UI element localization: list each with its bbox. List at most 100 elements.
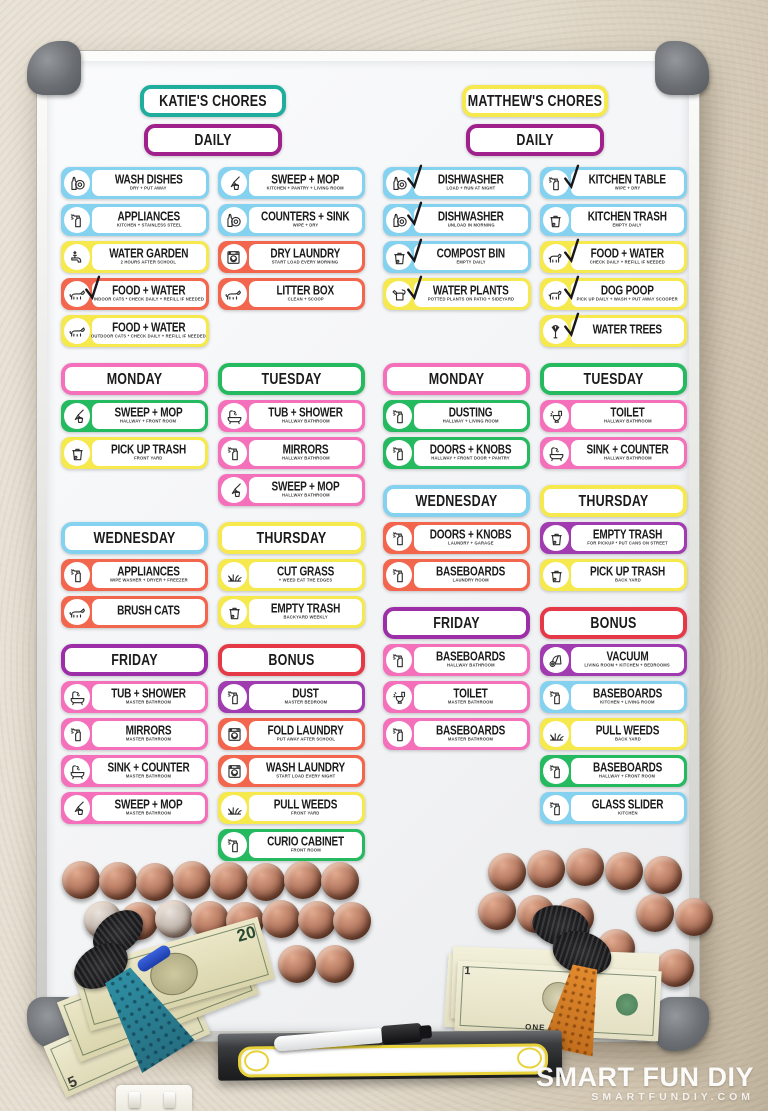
- day-header-magnet-monday[interactable]: MONDAY: [61, 363, 208, 395]
- chore-magnet-litter-box[interactable]: LITTER BOX CLEAN + SCOOP: [217, 278, 365, 310]
- chore-magnet-compost-bin[interactable]: COMPOST BIN EMPTY DAILY: [383, 238, 531, 273]
- penny-magnet[interactable]: [297, 901, 336, 939]
- chore-magnet-baseboards[interactable]: BASEBOARDS HALLWAY BATHROOM: [383, 644, 530, 676]
- chore-magnet-doors-knobs[interactable]: DOORS + KNOBS LAUNDRY + GARAGE: [383, 522, 530, 554]
- chore-magnet-baseboards[interactable]: BASEBOARDS MASTER BATHROOM: [383, 718, 530, 750]
- chore-magnet-empty-trash[interactable]: EMPTY TRASH FOR PICKUP * PUT CANS ON STRE…: [540, 522, 687, 554]
- week-row: WEDNESDAY DOORS + KNOBS LAUNDRY + GARAGE BA…: [383, 485, 687, 591]
- chore-magnet-mirrors[interactable]: MIRRORS HALLWAY BATHROOM: [218, 437, 365, 469]
- broom-icon: [220, 170, 247, 196]
- chore-magnet-water-trees[interactable]: WATER TREES: [539, 312, 687, 347]
- penny-magnet[interactable]: [644, 856, 682, 894]
- penny-magnet[interactable]: [321, 862, 359, 900]
- chore-magnet-appliances[interactable]: APPLIANCES WIPE WASHER + DRYER + FREEZER: [61, 559, 208, 591]
- day-header-magnet-tuesday[interactable]: TUESDAY: [540, 363, 687, 395]
- chore-magnet-counters-sink[interactable]: COUNTERS + SINK WIPE + DRY: [217, 204, 365, 236]
- penny-magnet[interactable]: [155, 900, 194, 938]
- chore-magnet-food-water[interactable]: FOOD + WATER CHECK DAILY + REFILL IF NEED…: [539, 238, 687, 273]
- spray-icon: [221, 684, 247, 710]
- can-icon: [386, 281, 412, 307]
- chore-magnet-sink-counter[interactable]: SINK + COUNTER HALLWAY BATHROOM: [540, 437, 687, 469]
- light-switch-toggle[interactable]: [129, 1092, 140, 1108]
- penny-magnet[interactable]: [656, 949, 694, 987]
- chore-magnet-toilet[interactable]: TOILET MASTER BATHROOM: [383, 681, 530, 713]
- chore-magnet-food-water[interactable]: FOOD + WATER OUTDOOR CATS * CHECK DAILY +…: [61, 315, 209, 347]
- chore-magnet-kitchen-trash[interactable]: KITCHEN TRASH EMPTY DAILY: [539, 204, 687, 236]
- day-header-magnet-wednesday[interactable]: WEDNESDAY: [61, 522, 208, 554]
- chore-magnet-baseboards[interactable]: BASEBOARDS LAUNDRY ROOM: [383, 559, 530, 591]
- day-header-magnet-friday[interactable]: FRIDAY: [383, 607, 530, 639]
- penny-magnet[interactable]: [247, 863, 285, 901]
- chore-magnet-empty-trash[interactable]: EMPTY TRASH BACKYARD WEEKLY: [218, 596, 365, 628]
- penny-magnet[interactable]: [478, 892, 516, 930]
- day-header-magnet-thursday[interactable]: THURSDAY: [218, 522, 365, 554]
- chore-magnet-food-water[interactable]: FOOD + WATER INDOOR CATS * CHECK DAILY + …: [61, 275, 209, 310]
- penny-magnet[interactable]: [566, 848, 604, 886]
- chore-magnet-tub-shower[interactable]: TUB + SHOWER MASTER BATHROOM: [61, 681, 208, 713]
- chore-magnet-toilet[interactable]: TOILET HALLWAY BATHROOM: [540, 400, 687, 432]
- chore-magnet-pick-up-trash[interactable]: PICK UP TRASH FRONT YARD: [61, 437, 208, 469]
- penny-magnet[interactable]: [262, 900, 300, 938]
- penny-magnet[interactable]: [210, 862, 248, 900]
- penny-magnet[interactable]: [636, 894, 674, 932]
- chore-magnet-doors-knobs[interactable]: DOORS + KNOBS HALLWAY + FRONT DOOR + PANT…: [383, 437, 530, 469]
- chore-magnet-sweep-mop[interactable]: SWEEP + MOP HALLWAY + FRONT ROOM: [61, 400, 208, 432]
- penny-magnet[interactable]: [316, 945, 354, 983]
- title-magnet-matthew[interactable]: MATTHEW'S CHORES: [462, 85, 608, 117]
- chore-magnet-appliances[interactable]: APPLIANCES KITCHEN + STAINLESS STEEL: [61, 204, 209, 236]
- chore-magnet-cut-grass[interactable]: CUT GRASS + WEED EAT THE EDGES: [218, 559, 365, 591]
- day-header-magnet-bonus[interactable]: BONUS: [218, 644, 365, 676]
- chore-magnet-water-garden[interactable]: WATER GARDEN 2 HOURS AFTER SCHOOL: [61, 241, 209, 273]
- penny-magnet[interactable]: [99, 862, 137, 900]
- chore-magnet-sweep-mop[interactable]: SWEEP + MOP KITCHEN + PANTRY + LIVING ROO…: [217, 167, 365, 199]
- chore-magnet-dog-poop[interactable]: DOG POOP PICK UP DAILY + WASH + PUT AWAY …: [539, 275, 687, 310]
- chore-magnet-kitchen-table[interactable]: KITCHEN TABLE WIPE + DRY: [539, 164, 687, 199]
- penny-magnet[interactable]: [527, 850, 565, 888]
- chore-magnet-tub-shower[interactable]: TUB + SHOWER HALLWAY BATHROOM: [218, 400, 365, 432]
- day-header-magnet-monday[interactable]: MONDAY: [383, 363, 530, 395]
- daily-header-magnet[interactable]: DAILY: [466, 124, 604, 156]
- chore-magnet-dishwasher[interactable]: DISHWASHER LOAD + RUN AT NIGHT: [383, 164, 531, 199]
- chore-magnet-dry-laundry[interactable]: DRY LAUNDRY START LOAD EVERY MORNING: [217, 241, 365, 273]
- chore-magnet-curio-cabinet[interactable]: CURIO CABINET FRONT ROOM: [218, 829, 365, 861]
- penny-magnet[interactable]: [173, 861, 211, 899]
- chore-magnet-pull-weeds[interactable]: PULL WEEDS BACK YARD: [540, 718, 687, 750]
- day-header-magnet-friday[interactable]: FRIDAY: [61, 644, 208, 676]
- chore-magnet-pick-up-trash[interactable]: PICK UP TRASH BACK YARD: [540, 559, 687, 591]
- penny-magnet[interactable]: [605, 852, 643, 890]
- penny-magnet[interactable]: [62, 861, 100, 899]
- daily-header-magnet[interactable]: DAILY: [144, 124, 282, 156]
- chore-magnet-sweep-mop[interactable]: SWEEP + MOP HALLWAY BATHROOM: [218, 474, 365, 506]
- chore-magnet-water-plants[interactable]: WATER PLANTS POTTED PLANTS ON PATIO + SID…: [383, 275, 531, 310]
- day-header-magnet-tuesday[interactable]: TUESDAY: [218, 363, 365, 395]
- chore-magnet-fold-laundry[interactable]: FOLD LAUNDRY PUT AWAY AFTER SCHOOL: [218, 718, 365, 750]
- spray-icon: [543, 758, 569, 784]
- penny-magnet[interactable]: [136, 863, 174, 901]
- chore-magnet-sweep-mop[interactable]: SWEEP + MOP MASTER BATHROOM: [61, 792, 208, 824]
- chore-magnet-baseboards[interactable]: BASEBOARDS HALLWAY + FRONT ROOM: [540, 755, 687, 787]
- penny-magnet[interactable]: [675, 898, 713, 936]
- chore-magnet-dusting[interactable]: DUSTING HALLWAY + LIVING ROOM: [383, 400, 530, 432]
- penny-magnet[interactable]: [278, 945, 316, 983]
- chore-magnet-sink-counter[interactable]: SINK + COUNTER MASTER BATHROOM: [61, 755, 208, 787]
- chore-magnet-dishwasher[interactable]: DISHWASHER UNLOAD IN MORNING: [383, 201, 531, 236]
- chore-magnet-baseboards[interactable]: BASEBOARDS KITCHEN + LIVING ROOM: [540, 681, 687, 713]
- chore-magnet-wash-laundry[interactable]: WASH LAUNDRY START LOAD EVERY NIGHT: [218, 755, 365, 787]
- chore-magnet-mirrors[interactable]: MIRRORS MASTER BATHROOM: [61, 718, 208, 750]
- chore-magnet-dust[interactable]: DUST MASTER BEDROOM: [218, 681, 365, 713]
- penny-magnet[interactable]: [488, 853, 526, 891]
- chore-magnet-glass-slider[interactable]: GLASS SLIDER KITCHEN: [540, 792, 687, 824]
- light-switch-toggle[interactable]: [164, 1092, 175, 1108]
- chore-magnet-brush-cats[interactable]: BRUSH CATS: [61, 596, 208, 628]
- chore-magnet-vacuum[interactable]: VACUUM LIVING ROOM + KITCHEN + BEDROOMS: [540, 644, 687, 676]
- chore-magnet-pull-weeds[interactable]: PULL WEEDS FRONT YARD: [218, 792, 365, 824]
- day-section-thursday: THURSDAY EMPTY TRASH FOR PICKUP * PUT CANS…: [540, 485, 687, 591]
- title-magnet-katie[interactable]: KATIE'S CHORES: [140, 85, 286, 117]
- chore-magnet-wash-dishes[interactable]: WASH DISHES DRY + PUT AWAY: [61, 167, 209, 199]
- penny-magnet[interactable]: [333, 902, 372, 940]
- chore-title: FOOD + WATER: [112, 321, 186, 335]
- day-header-magnet-bonus[interactable]: BONUS: [540, 607, 687, 639]
- day-header-magnet-wednesday[interactable]: WEDNESDAY: [383, 485, 530, 517]
- penny-magnet[interactable]: [284, 861, 322, 899]
- day-header-magnet-thursday[interactable]: THURSDAY: [540, 485, 687, 517]
